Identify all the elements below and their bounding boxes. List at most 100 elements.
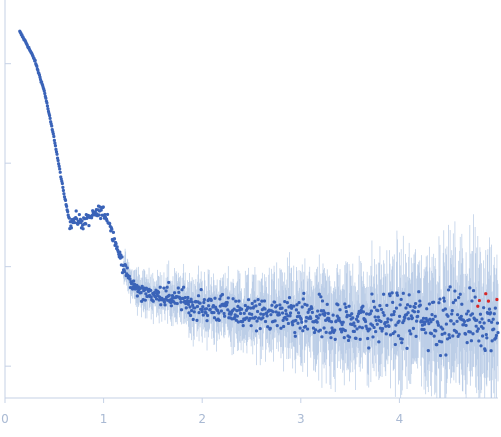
data-point xyxy=(389,318,393,322)
data-point xyxy=(311,326,316,330)
data-point xyxy=(176,286,180,290)
data-point xyxy=(261,312,266,317)
data-point xyxy=(306,310,310,315)
data-point xyxy=(318,313,322,317)
data-points xyxy=(18,29,500,358)
data-point xyxy=(290,306,294,310)
data-point xyxy=(51,132,55,136)
data-point xyxy=(48,116,52,120)
data-point xyxy=(346,338,351,343)
data-point xyxy=(305,327,310,331)
data-point xyxy=(283,299,287,304)
data-point xyxy=(371,335,375,339)
data-point xyxy=(432,334,436,338)
data-point xyxy=(245,316,249,320)
data-point xyxy=(488,311,493,315)
axes xyxy=(4,0,498,403)
data-point xyxy=(433,314,437,318)
data-point xyxy=(356,319,360,323)
data-point xyxy=(225,303,229,307)
data-point xyxy=(167,293,171,297)
data-point xyxy=(56,158,60,163)
data-point xyxy=(393,330,397,334)
data-point xyxy=(44,96,48,100)
data-point xyxy=(412,310,417,314)
data-point xyxy=(293,334,297,338)
data-point xyxy=(410,316,414,320)
data-point xyxy=(407,317,411,321)
data-point xyxy=(232,307,236,311)
data-point xyxy=(167,280,171,285)
data-point xyxy=(248,316,252,321)
data-point xyxy=(447,336,452,340)
data-point xyxy=(387,324,391,328)
data-point xyxy=(418,303,422,307)
data-point xyxy=(443,331,447,335)
data-point xyxy=(186,302,191,306)
data-point xyxy=(484,332,488,337)
data-point xyxy=(374,318,378,322)
data-point xyxy=(269,313,273,317)
data-point xyxy=(263,319,268,324)
data-point xyxy=(128,277,132,281)
data-point xyxy=(122,269,127,274)
data-point xyxy=(158,285,162,289)
data-point xyxy=(254,329,259,333)
data-point xyxy=(336,303,340,307)
data-point xyxy=(47,113,52,118)
data-point xyxy=(135,294,139,298)
data-point xyxy=(471,332,475,336)
data-point xyxy=(394,306,399,310)
data-point xyxy=(343,302,347,306)
data-point xyxy=(440,332,444,336)
data-point xyxy=(249,306,253,310)
data-point xyxy=(313,328,318,332)
data-point xyxy=(279,326,283,330)
data-point xyxy=(250,301,254,306)
data-point xyxy=(196,294,201,298)
data-point xyxy=(438,297,442,301)
data-point xyxy=(198,301,202,305)
data-point xyxy=(165,285,169,289)
data-point xyxy=(184,306,188,310)
data-point xyxy=(344,305,348,309)
data-point xyxy=(114,242,118,246)
data-point xyxy=(333,328,337,332)
data-point xyxy=(189,297,193,301)
data-point xyxy=(149,288,153,292)
data-point xyxy=(271,310,275,314)
data-point xyxy=(250,312,254,316)
data-point xyxy=(293,330,297,335)
data-point xyxy=(77,212,81,217)
data-point xyxy=(340,330,344,334)
data-point xyxy=(364,324,368,328)
data-point xyxy=(399,297,403,302)
data-point xyxy=(204,311,208,315)
data-point xyxy=(179,300,183,304)
data-point xyxy=(490,339,494,343)
data-point xyxy=(103,212,107,217)
data-point xyxy=(172,291,177,295)
data-point xyxy=(490,320,494,324)
data-point xyxy=(132,279,136,283)
data-point xyxy=(296,321,300,325)
data-point xyxy=(341,320,345,324)
data-point xyxy=(495,297,499,302)
data-point xyxy=(426,348,430,353)
data-point xyxy=(476,327,480,331)
data-point xyxy=(297,300,301,305)
data-point xyxy=(186,295,190,300)
data-point xyxy=(358,325,362,329)
data-point xyxy=(482,306,486,310)
data-point xyxy=(422,322,427,326)
data-point xyxy=(301,329,305,333)
data-point xyxy=(187,300,192,304)
data-point xyxy=(305,303,309,307)
data-point xyxy=(152,291,156,295)
data-point xyxy=(55,156,60,160)
data-point xyxy=(180,288,184,292)
data-point xyxy=(81,227,85,231)
data-point xyxy=(219,309,223,313)
data-point xyxy=(110,227,114,231)
data-point xyxy=(363,319,368,324)
